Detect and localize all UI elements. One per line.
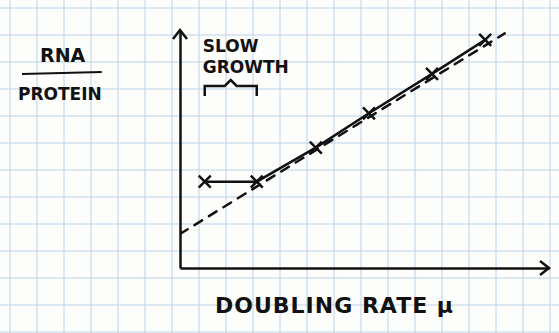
paper-line xyxy=(280,0,281,333)
paper-line xyxy=(496,0,497,333)
paper-line xyxy=(523,0,524,333)
paper-line xyxy=(0,278,559,279)
paper-line xyxy=(0,224,559,225)
axis-line xyxy=(181,267,550,270)
paper-line xyxy=(0,197,559,198)
bracket xyxy=(205,80,257,96)
chart: SLOWGROWTH RNA PROTEIN DOUBLING RATE μ xyxy=(0,0,559,333)
axis-arrow xyxy=(540,261,549,275)
paper-line xyxy=(172,0,173,333)
y-label-line: PROTEIN xyxy=(18,84,102,104)
paper-line xyxy=(0,143,559,144)
x-marker xyxy=(199,176,211,188)
y-axis-title: RNA PROTEIN xyxy=(18,44,102,104)
axis-arrow xyxy=(173,30,187,39)
paper-line xyxy=(0,251,559,252)
paper-line xyxy=(442,0,443,333)
fraction-bar xyxy=(22,72,102,74)
paper-line xyxy=(388,0,389,333)
dashed-line xyxy=(180,33,505,234)
paper-line xyxy=(91,0,92,333)
graph-paper xyxy=(0,0,559,333)
x-axis xyxy=(181,268,550,269)
paper-line xyxy=(145,0,146,333)
paper-line xyxy=(334,0,335,333)
paper-line xyxy=(37,0,38,333)
paper-line xyxy=(307,0,308,333)
paper-line xyxy=(550,0,551,333)
paper-line xyxy=(0,8,559,9)
plot-area xyxy=(180,33,505,234)
paper-line xyxy=(199,0,200,333)
paper-line xyxy=(0,35,559,36)
paper-line xyxy=(361,0,362,333)
paper-line xyxy=(0,332,559,333)
paper-line xyxy=(10,0,11,333)
annotation: SLOWGROWTH xyxy=(203,36,289,77)
paper-line xyxy=(118,0,119,333)
y-label-line: RNA xyxy=(40,44,86,66)
x-axis-title: DOUBLING RATE μ xyxy=(215,293,454,318)
paper-line xyxy=(0,116,559,117)
paper-line xyxy=(415,0,416,333)
